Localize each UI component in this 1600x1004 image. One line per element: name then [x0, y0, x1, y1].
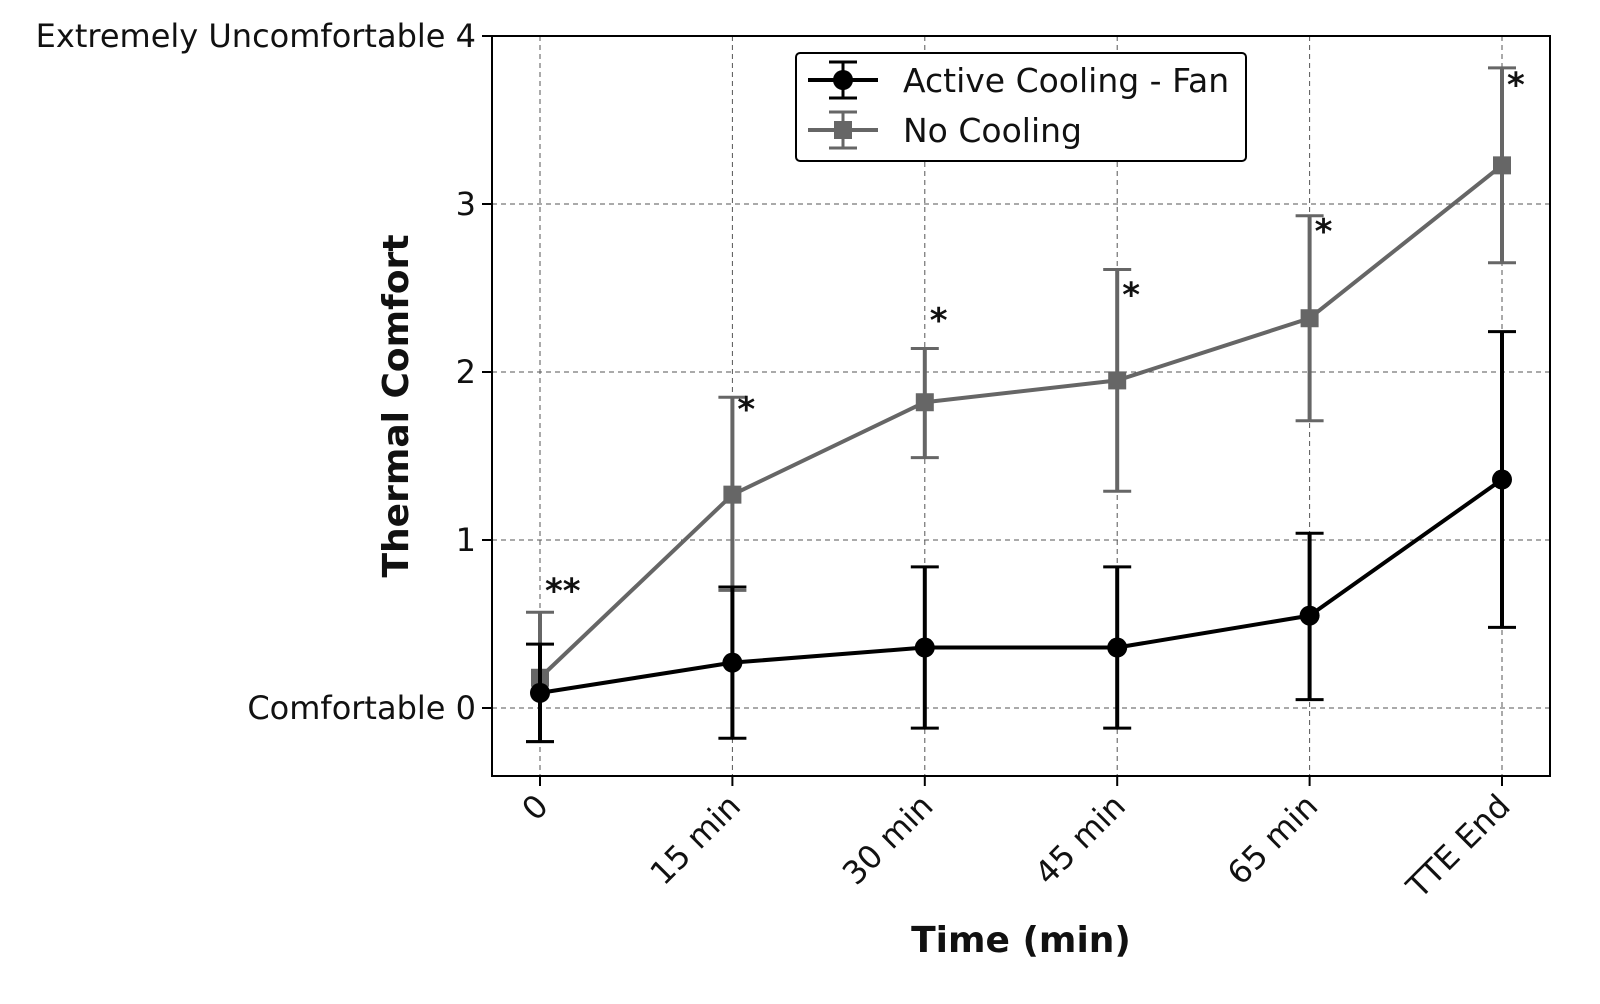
- data-point: [914, 637, 935, 658]
- significance-annotations: *******: [545, 66, 1525, 612]
- plot-frame: [491, 35, 1551, 777]
- legend-label-no-cooling: No Cooling: [903, 111, 1082, 150]
- y-tick-label: 3: [456, 185, 476, 223]
- legend: Active Cooling - Fan No Cooling: [795, 52, 1247, 162]
- y-tick-label: Extremely Uncomfortable 4: [36, 17, 476, 55]
- significance-marker: *: [1507, 66, 1525, 106]
- series-line: [538, 163, 1504, 680]
- axis-ticks: Comfortable 0 1 2 3 Extremely Uncomfortable …: [36, 17, 1518, 906]
- significance-marker: *: [930, 301, 948, 341]
- x-tick-label: TTE End: [1398, 787, 1517, 906]
- legend-entry-no-cooling: No Cooling: [808, 110, 1082, 150]
- series-layer: [526, 66, 1516, 744]
- data-point: [723, 485, 742, 504]
- data-point: [1299, 605, 1320, 626]
- y-tick-label: 2: [456, 353, 476, 391]
- data-point: [1300, 309, 1319, 328]
- data-point: [530, 682, 550, 703]
- x-tick-label: 65 min: [1220, 787, 1326, 893]
- series-active-cooling: [526, 330, 1516, 744]
- x-tick-label: 30 min: [835, 787, 941, 893]
- x-axis-label: Time (min): [911, 920, 1131, 961]
- data-point: [1108, 371, 1127, 390]
- data-point: [915, 393, 934, 412]
- data-point: [1492, 469, 1512, 490]
- y-axis-label: Thermal Comfort: [376, 234, 417, 577]
- significance-marker: *: [737, 390, 755, 430]
- data-point: [1493, 156, 1511, 175]
- series-no-cooling: [526, 66, 1516, 744]
- legend-label-active-cooling: Active Cooling - Fan: [903, 61, 1229, 100]
- significance-marker: *: [1315, 212, 1333, 252]
- data-point: [1107, 637, 1128, 658]
- y-tick-label: Comfortable 0: [247, 689, 476, 727]
- data-point: [722, 652, 743, 673]
- legend-entry-active-cooling: Active Cooling - Fan: [808, 60, 1229, 100]
- series-line: [539, 477, 1504, 695]
- legend-box: [795, 52, 1247, 162]
- x-tick-label: 45 min: [1027, 787, 1133, 893]
- significance-marker: **: [545, 571, 581, 611]
- x-tick-label: 0: [514, 787, 555, 828]
- legend-marker: [833, 70, 853, 90]
- significance-marker: *: [1122, 276, 1140, 316]
- x-tick-label: 15 min: [643, 787, 749, 893]
- legend-marker: [834, 121, 852, 139]
- y-tick-label: 1: [456, 521, 476, 559]
